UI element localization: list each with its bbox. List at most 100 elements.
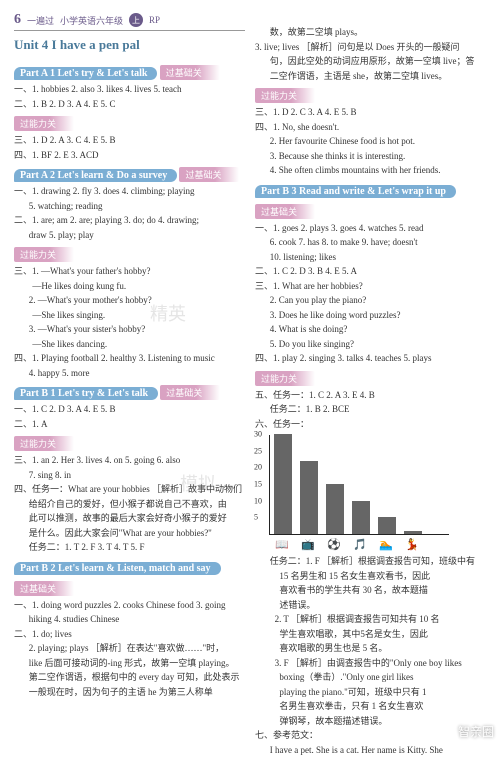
edition-label: RP xyxy=(149,15,160,25)
text-line: 3. F ［解析］由调查报告中的"Only one boy likes xyxy=(255,657,486,671)
jichu-bar: 过基础关 xyxy=(160,385,220,400)
text-line: 四、1. Playing football 2. healthy 3. List… xyxy=(14,352,245,366)
text-line: 二、1. B 2. D 3. A 4. E 5. C xyxy=(14,98,245,112)
text-line: 句，因此空处的动词应用原形，故第一空填 live；答 xyxy=(255,55,486,69)
text-line: 二、1. C 2. D 3. B 4. E 5. A xyxy=(255,265,486,279)
part-b3-label: Part B 3 Read and write & Let's wrap it … xyxy=(255,185,456,198)
jichu-bar: 过基础关 xyxy=(255,204,315,219)
text-line: 2. —What's your mother's hobby? xyxy=(14,294,245,308)
text-line: —He likes doing kung fu. xyxy=(14,280,245,294)
page-header: 6 一遍过 小学英语六年级 上 RP xyxy=(14,12,245,31)
text-line: draw 5. play; play xyxy=(14,229,245,243)
text-line: 6. cook 7. has 8. to make 9. have; doesn… xyxy=(255,236,486,250)
text-line: —She likes dancing. xyxy=(14,338,245,352)
y-tick: 15 xyxy=(254,480,262,489)
text-line: 学生喜欢唱歌，其中5名是女生，因此 xyxy=(255,628,486,642)
text-line: hiking 4. studies Chinese xyxy=(14,613,245,627)
text-line: 数，故第二空填 plays。 xyxy=(255,26,486,40)
text-line: 3. Does he like doing word puzzles? xyxy=(255,309,486,323)
text-line: 2. Her favourite Chinese food is hot pot… xyxy=(255,135,486,149)
part-b2-label: Part B 2 Let's learn & Listen, match and… xyxy=(14,562,221,575)
text-line: 二空作谓语，主语是 she，故第二空填 lives。 xyxy=(255,70,486,84)
page-number: 6 xyxy=(14,12,21,28)
text-line: 一、1. doing word puzzles 2. cooks Chinese… xyxy=(14,599,245,613)
x-category-icon: 🏊 xyxy=(377,537,395,551)
text-line: 第二空作谓语，根据句中的 every day 可知，此处表示 xyxy=(14,671,245,685)
text-line: playing the piano."可知，班级中只有 1 xyxy=(255,686,486,700)
text-line: 3. Because she thinks it is interesting. xyxy=(255,150,486,164)
y-tick: 25 xyxy=(254,446,262,455)
text-line: 四、1. play 2. singing 3. talks 4. teaches… xyxy=(255,352,486,366)
chart-bar xyxy=(274,434,292,534)
chart-bar xyxy=(404,531,422,534)
text-line: 喜欢唱歌的男生也是 5 名。 xyxy=(255,642,486,656)
text-line: 一、1. goes 2. plays 3. goes 4. watches 5.… xyxy=(255,222,486,236)
text-line: 15 名男生和 15 名女生喜欢看书，因此 xyxy=(255,570,486,584)
nengli-bar: 过能力关 xyxy=(14,436,74,451)
text-line: —She likes singing. xyxy=(14,309,245,323)
text-line: 一、1. drawing 2. fly 3. does 4. climbing;… xyxy=(14,185,245,199)
y-tick: 20 xyxy=(254,463,262,472)
chart-bar xyxy=(352,501,370,534)
text-line: 四、任务一：What are your hobbies ［解析］故事中动物们 xyxy=(14,483,245,497)
text-line: 一般现在时，因为句子的主语 he 为第三人称单 xyxy=(14,686,245,700)
text-line: 5. watching; reading xyxy=(14,200,245,214)
part-b1-label: Part B 1 Let's try & Let's talk xyxy=(14,387,158,400)
text-line: 2. Can you play the piano? xyxy=(255,294,486,308)
series-logo: 一遍过 xyxy=(27,14,54,27)
text-line: 名男生喜欢拳击，只有 1 名女生喜欢 xyxy=(255,700,486,714)
text-line: 三、1. What are her hobbies? xyxy=(255,280,486,294)
y-tick: 30 xyxy=(254,430,262,439)
text-line: 任务二：1. T 2. F 3. T 4. T 5. F xyxy=(14,541,245,555)
text-line: 一、1. C 2. D 3. A 4. E 5. B xyxy=(14,403,245,417)
part-a1-label: Part A 1 Let's try & Let's talk xyxy=(14,67,157,80)
text-line: 弹钢琴，故本题描述错误。 xyxy=(255,715,486,729)
text-line: 给绍介自己的爱好，但小猴子都说自己不喜欢，由 xyxy=(14,498,245,512)
text-line: 三、1. D 2. C 3. A 4. E 5. B xyxy=(255,106,486,120)
text-line: 2. playing; plays ［解析］在表达"喜欢做……"时， xyxy=(14,642,245,656)
part-a2-label: Part A 2 Let's learn & Do a survey xyxy=(14,169,177,182)
text-line: 述错误。 xyxy=(255,599,486,613)
text-line: 7. sing 8. in xyxy=(14,469,245,483)
text-line: 任务二：1. B 2. BCE xyxy=(255,403,486,417)
x-category-icon: 💃 xyxy=(403,537,421,551)
jichu-bar: 过基础关 xyxy=(179,167,239,182)
text-line: 七、参考范文： xyxy=(255,729,486,743)
nengli-bar: 过能力关 xyxy=(255,88,315,103)
text-line: 四、1. BF 2. E 3. ACD xyxy=(14,149,245,163)
text-line: 4. happy 5. more xyxy=(14,367,245,381)
bar-chart: 51015202530 📖📺⚽🎵🏊💃 xyxy=(269,435,449,551)
x-category-icon: 📺 xyxy=(299,537,317,551)
text-line: 2. T ［解析］根据调查报告可知共有 10 名 xyxy=(255,613,486,627)
text-line: 二、1. A xyxy=(14,418,245,432)
text-line: 4. What is she doing? xyxy=(255,323,486,337)
chart-bar xyxy=(300,461,318,534)
nengli-bar: 过能力关 xyxy=(14,247,74,262)
nengli-bar: 过能力关 xyxy=(14,116,74,131)
nengli-bar: 过能力关 xyxy=(255,371,315,386)
unit-title: Unit 4 I have a pen pal xyxy=(14,37,245,53)
y-tick: 10 xyxy=(254,496,262,505)
text-line: 任务二：1. F ［解析］根据调查报告可知，班级中有 xyxy=(255,555,486,569)
text-line: 5. Do you like singing? xyxy=(255,338,486,352)
text-line: like 后面可接动词的-ing 形式，故第一空填 playing。 xyxy=(14,657,245,671)
text-line: boxing（拳击）."Only one girl likes xyxy=(255,671,486,685)
text-line: 五、任务一：1. C 2. A 3. E 4. B xyxy=(255,389,486,403)
header-title: 小学英语六年级 xyxy=(60,14,123,27)
x-category-icon: 🎵 xyxy=(351,537,369,551)
text-line: 此可以推测，故事的最后大家会好奇小猴子的爱好 xyxy=(14,512,245,526)
text-line: 10. listening; likes xyxy=(255,251,486,265)
text-line: 二、1. do; lives xyxy=(14,628,245,642)
watermark-logo: 智亲圈 xyxy=(458,723,494,740)
chart-bar xyxy=(326,484,344,534)
y-tick: 5 xyxy=(254,513,258,522)
text-line: 3. live; lives ［解析］问句是以 Does 开头的一般疑问 xyxy=(255,41,486,55)
text-line: 三、1. D 2. A 3. C 4. E 5. B xyxy=(14,134,245,148)
x-category-icon: 📖 xyxy=(273,537,291,551)
left-column: 6 一遍过 小学英语六年级 上 RP Unit 4 I have a pen p… xyxy=(14,12,245,758)
jichu-bar: 过基础关 xyxy=(160,65,220,80)
text-line: 3. —What's your sister's hobby? xyxy=(14,323,245,337)
text-line: 三、1. —What's your father's hobby? xyxy=(14,265,245,279)
text-line: 喜欢看书的学生共有 30 名，故本题描 xyxy=(255,584,486,598)
x-category-icon: ⚽ xyxy=(325,537,343,551)
